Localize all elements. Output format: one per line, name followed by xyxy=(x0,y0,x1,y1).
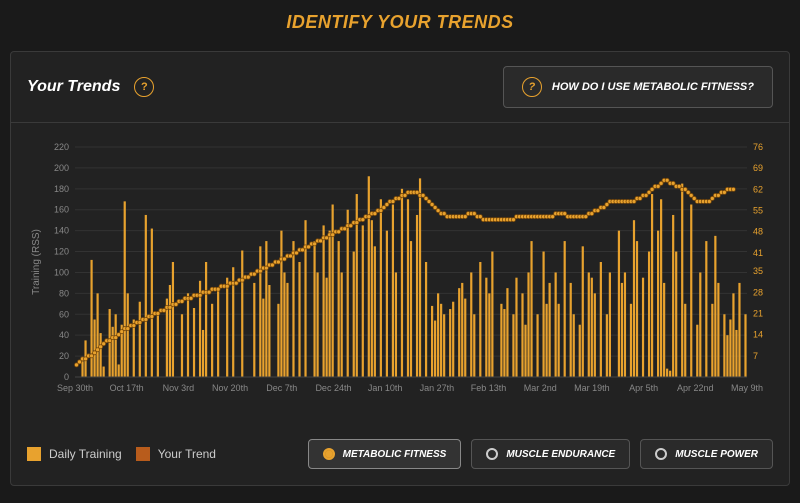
trends-panel: Your Trends ? ? HOW DO I USE METABOLIC F… xyxy=(10,51,790,486)
svg-text:160: 160 xyxy=(54,205,69,215)
svg-text:180: 180 xyxy=(54,184,69,194)
svg-text:60: 60 xyxy=(59,309,69,319)
svg-text:Mar 2nd: Mar 2nd xyxy=(524,383,557,393)
svg-text:220: 220 xyxy=(54,142,69,152)
svg-text:Apr 22nd: Apr 22nd xyxy=(677,383,714,393)
svg-text:100: 100 xyxy=(54,267,69,277)
legend-swatch-trend xyxy=(136,447,150,461)
toggle-group: METABOLIC FITNESS MUSCLE ENDURANCE MUSCL… xyxy=(308,439,773,469)
svg-text:Feb 13th: Feb 13th xyxy=(471,383,507,393)
svg-text:21: 21 xyxy=(753,308,763,318)
radio-dot-icon xyxy=(655,448,667,460)
svg-text:20: 20 xyxy=(59,351,69,361)
svg-text:140: 140 xyxy=(54,226,69,236)
svg-text:Jan 10th: Jan 10th xyxy=(368,383,403,393)
legend-row: Daily Training Your Trend METABOLIC FITN… xyxy=(11,427,789,485)
svg-text:Sep 30th: Sep 30th xyxy=(57,383,93,393)
svg-text:Mar 19th: Mar 19th xyxy=(574,383,610,393)
svg-text:Oct 17th: Oct 17th xyxy=(110,383,144,393)
how-to-use-button[interactable]: ? HOW DO I USE METABOLIC FITNESS? xyxy=(503,66,773,108)
svg-text:Dec 24th: Dec 24th xyxy=(315,383,351,393)
panel-heading: Your Trends xyxy=(27,78,120,96)
svg-text:Training (RSS): Training (RSS) xyxy=(31,229,42,295)
svg-text:69: 69 xyxy=(753,163,763,173)
toggle-muscle-power[interactable]: MUSCLE POWER xyxy=(640,439,773,469)
svg-text:120: 120 xyxy=(54,247,69,257)
svg-text:May 9th: May 9th xyxy=(731,383,763,393)
svg-text:76: 76 xyxy=(753,142,763,152)
chart-container: 0 20 40 60 80 100 120 140 160 180 200 220 7 14 21 28 35 4… xyxy=(11,123,789,427)
how-to-use-label: HOW DO I USE METABOLIC FITNESS? xyxy=(552,81,754,93)
svg-text:80: 80 xyxy=(59,288,69,298)
panel-header: Your Trends ? ? HOW DO I USE METABOLIC F… xyxy=(11,52,789,123)
svg-text:0: 0 xyxy=(64,372,69,382)
svg-text:Dec 7th: Dec 7th xyxy=(266,383,297,393)
svg-text:7: 7 xyxy=(753,351,758,361)
legend-label-daily-training: Daily Training xyxy=(49,447,122,461)
toggle-muscle-endurance[interactable]: MUSCLE ENDURANCE xyxy=(471,439,630,469)
toggle-label: MUSCLE ENDURANCE xyxy=(506,449,615,460)
toggle-label: MUSCLE POWER xyxy=(675,449,758,460)
trends-chart: 0 20 40 60 80 100 120 140 160 180 200 220 7 14 21 28 35 4… xyxy=(21,137,781,417)
legend-swatch-bar xyxy=(27,447,41,461)
svg-text:55: 55 xyxy=(753,206,763,216)
help-icon[interactable]: ? xyxy=(134,77,154,97)
radio-dot-icon xyxy=(486,448,498,460)
svg-text:48: 48 xyxy=(753,227,763,237)
svg-text:40: 40 xyxy=(59,330,69,340)
svg-text:41: 41 xyxy=(753,248,763,258)
toggle-label: METABOLIC FITNESS xyxy=(343,449,447,460)
svg-text:62: 62 xyxy=(753,184,763,194)
svg-text:28: 28 xyxy=(753,287,763,297)
help-icon-inline: ? xyxy=(522,77,542,97)
svg-text:35: 35 xyxy=(753,266,763,276)
legend-daily-training: Daily Training xyxy=(27,447,122,461)
svg-text:200: 200 xyxy=(54,163,69,173)
svg-text:Nov 20th: Nov 20th xyxy=(212,383,248,393)
svg-text:Jan 27th: Jan 27th xyxy=(420,383,455,393)
svg-text:Nov 3rd: Nov 3rd xyxy=(163,383,195,393)
toggle-metabolic-fitness[interactable]: METABOLIC FITNESS xyxy=(308,439,462,469)
svg-text:Apr 5th: Apr 5th xyxy=(629,383,658,393)
svg-text:14: 14 xyxy=(753,330,763,340)
legend-your-trend: Your Trend xyxy=(136,447,216,461)
radio-dot-icon xyxy=(323,448,335,460)
legend-label-your-trend: Your Trend xyxy=(158,447,216,461)
page-title: IDENTIFY YOUR TRENDS xyxy=(0,0,800,51)
